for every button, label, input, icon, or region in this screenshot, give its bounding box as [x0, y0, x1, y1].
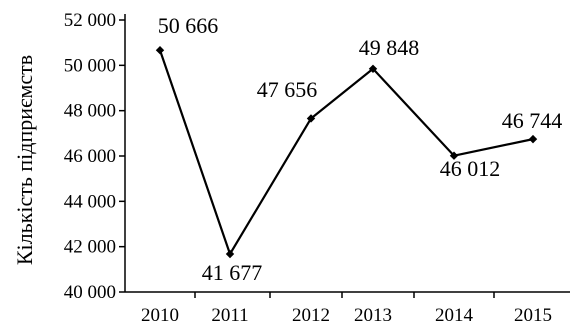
x-tick-label: 2012 [292, 305, 330, 326]
series-group [155, 46, 538, 259]
x-tick-label: 2010 [141, 305, 179, 326]
y-axis-ticks: 40 000 42 000 44 000 46 000 48 000 50 000 52 0… [64, 10, 125, 303]
y-tick-label: 46 000 [64, 146, 116, 167]
data-label: 41 677 [202, 260, 263, 285]
y-axis-title: Кількість підприємств [12, 55, 37, 265]
y-tick-label: 52 000 [64, 10, 116, 31]
x-axis-ticks: 2010 2011 2012 2013 2014 2015 [141, 292, 552, 326]
axes [124, 14, 570, 293]
series-line [158, 49, 534, 257]
x-tick-label: 2013 [354, 305, 392, 326]
data-label: 47 656 [257, 77, 318, 102]
x-tick-label: 2015 [514, 305, 552, 326]
data-point [528, 134, 538, 144]
y-tick-label: 44 000 [64, 191, 116, 212]
x-tick-label: 2011 [211, 305, 248, 326]
data-point [155, 46, 165, 55]
data-point [449, 151, 459, 160]
data-label: 49 848 [359, 35, 420, 60]
y-tick-label: 48 000 [64, 101, 116, 122]
data-point [225, 249, 235, 259]
y-tick-label: 42 000 [64, 237, 116, 258]
x-tick-label: 2014 [435, 305, 474, 326]
data-label: 46 744 [502, 108, 563, 133]
data-point [368, 64, 378, 73]
data-label: 46 012 [440, 156, 501, 181]
data-point [306, 114, 316, 123]
y-tick-label: 40 000 [64, 282, 116, 303]
data-label: 50 666 [158, 13, 219, 38]
y-tick-label: 50 000 [64, 55, 116, 76]
